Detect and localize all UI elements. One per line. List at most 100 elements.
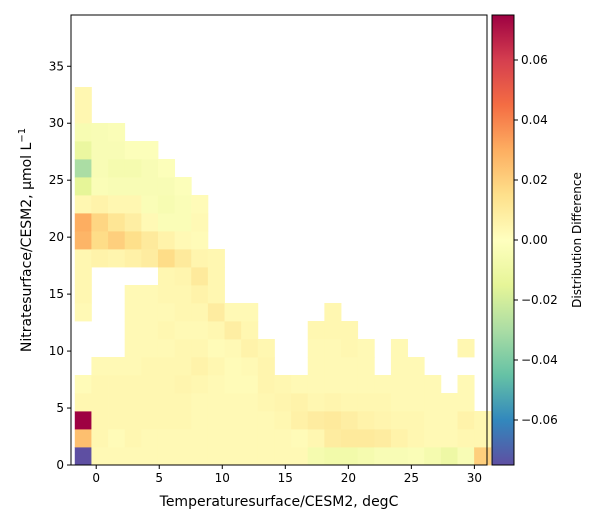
heatmap-cell bbox=[108, 447, 126, 466]
heatmap-cell bbox=[374, 447, 392, 466]
heatmap-cell bbox=[74, 87, 92, 106]
heatmap-cell bbox=[257, 447, 275, 466]
heatmap-cell bbox=[124, 339, 142, 358]
heatmap-cell bbox=[191, 303, 209, 322]
heatmap-cell bbox=[424, 411, 442, 430]
heatmap-cell bbox=[207, 249, 225, 268]
heatmap-cell bbox=[174, 213, 192, 232]
heatmap-cell bbox=[274, 375, 292, 394]
heatmap-cell bbox=[390, 339, 408, 358]
x-tick-label: 30 bbox=[467, 471, 482, 485]
y-tick-label: 0 bbox=[56, 458, 64, 472]
heatmap-cell bbox=[108, 177, 126, 196]
heatmap-cell bbox=[157, 321, 176, 340]
heatmap-cell bbox=[74, 375, 92, 394]
heatmap-cell bbox=[108, 195, 126, 214]
heatmap-cell bbox=[407, 447, 425, 466]
heatmap-cell bbox=[241, 357, 259, 376]
heatmap-cell bbox=[390, 447, 408, 466]
heatmap-cell bbox=[341, 411, 359, 430]
heatmap-cell bbox=[174, 447, 192, 466]
heatmap-cell bbox=[124, 231, 142, 250]
heatmap-cell bbox=[407, 357, 425, 376]
x-tick-label: 10 bbox=[215, 471, 230, 485]
heatmap-cell bbox=[474, 429, 492, 448]
heatmap-cell bbox=[141, 303, 159, 322]
heatmap-cell bbox=[357, 447, 375, 466]
heatmap-cell bbox=[157, 249, 176, 268]
heatmap-cell bbox=[390, 375, 408, 394]
heatmap-cell bbox=[257, 357, 275, 376]
heatmap-cell bbox=[124, 429, 142, 448]
heatmap-cell bbox=[191, 429, 209, 448]
heatmap-cell bbox=[207, 447, 225, 466]
heatmap-cell bbox=[341, 357, 359, 376]
heatmap-cell bbox=[241, 447, 259, 466]
heatmap-cell bbox=[474, 447, 492, 466]
heatmap-cells bbox=[74, 87, 492, 466]
x-tick-label: 20 bbox=[341, 471, 356, 485]
heatmap-cell bbox=[124, 303, 142, 322]
heatmap-cell bbox=[74, 249, 92, 268]
heatmap-cell bbox=[440, 411, 458, 430]
heatmap-cell bbox=[191, 231, 209, 250]
heatmap-cell bbox=[157, 285, 176, 304]
heatmap-cell bbox=[141, 141, 159, 160]
heatmap-cell bbox=[424, 393, 442, 412]
heatmap-cell bbox=[124, 213, 142, 232]
heatmap-cell bbox=[157, 303, 176, 322]
heatmap-cell bbox=[74, 429, 92, 448]
heatmap-cell bbox=[257, 393, 275, 412]
heatmap-cell bbox=[407, 429, 425, 448]
y-axis-label-main: Nitratesurface/CESM2, μmol L bbox=[19, 142, 35, 352]
heatmap-cell bbox=[108, 231, 126, 250]
heatmap-cell bbox=[440, 393, 458, 412]
heatmap-cell bbox=[424, 375, 442, 394]
heatmap-cell bbox=[157, 195, 176, 214]
heatmap-cell bbox=[174, 321, 192, 340]
heatmap-cell bbox=[157, 339, 176, 358]
heatmap-cell bbox=[157, 267, 176, 286]
heatmap-cell bbox=[174, 429, 192, 448]
heatmap-cell bbox=[374, 375, 392, 394]
heatmap-cell bbox=[141, 213, 159, 232]
heatmap-cell bbox=[124, 249, 142, 268]
heatmap-cell bbox=[357, 411, 375, 430]
heatmap-cell bbox=[291, 429, 309, 448]
heatmap-cell bbox=[191, 267, 209, 286]
heatmap-cell bbox=[141, 249, 159, 268]
y-tick-label: 30 bbox=[49, 116, 64, 130]
heatmap-cell bbox=[91, 393, 109, 412]
heatmap-cell bbox=[91, 429, 109, 448]
heatmap-cell bbox=[341, 339, 359, 358]
heatmap-cell bbox=[141, 411, 159, 430]
heatmap-cell bbox=[141, 447, 159, 466]
heatmap-cell bbox=[390, 357, 408, 376]
heatmap-cell bbox=[91, 213, 109, 232]
heatmap-cell bbox=[224, 375, 242, 394]
heatmap-cell bbox=[324, 339, 342, 358]
heatmap-cell bbox=[357, 429, 375, 448]
heatmap-cell bbox=[74, 213, 92, 232]
heatmap-cell bbox=[341, 393, 359, 412]
heatmap-cell bbox=[157, 159, 176, 178]
heatmap-cell bbox=[324, 429, 342, 448]
heatmap-cell bbox=[157, 411, 176, 430]
heatmap-cell bbox=[274, 393, 292, 412]
heatmap-cell bbox=[224, 357, 242, 376]
heatmap-cell bbox=[108, 159, 126, 178]
heatmap-cell bbox=[307, 411, 325, 430]
heatmap-cell bbox=[74, 285, 92, 304]
heatmap-cell bbox=[108, 141, 126, 160]
x-tick-label: 15 bbox=[278, 471, 293, 485]
heatmap-cell bbox=[74, 303, 92, 322]
heatmap-cell bbox=[191, 447, 209, 466]
heatmap-cell bbox=[307, 429, 325, 448]
heatmap-cell bbox=[241, 321, 259, 340]
heatmap-cell bbox=[108, 123, 126, 142]
heatmap-cell bbox=[141, 375, 159, 394]
y-tick-label: 15 bbox=[49, 287, 64, 301]
heatmap-cell bbox=[91, 375, 109, 394]
heatmap-cell bbox=[390, 411, 408, 430]
heatmap-cell bbox=[74, 411, 92, 430]
